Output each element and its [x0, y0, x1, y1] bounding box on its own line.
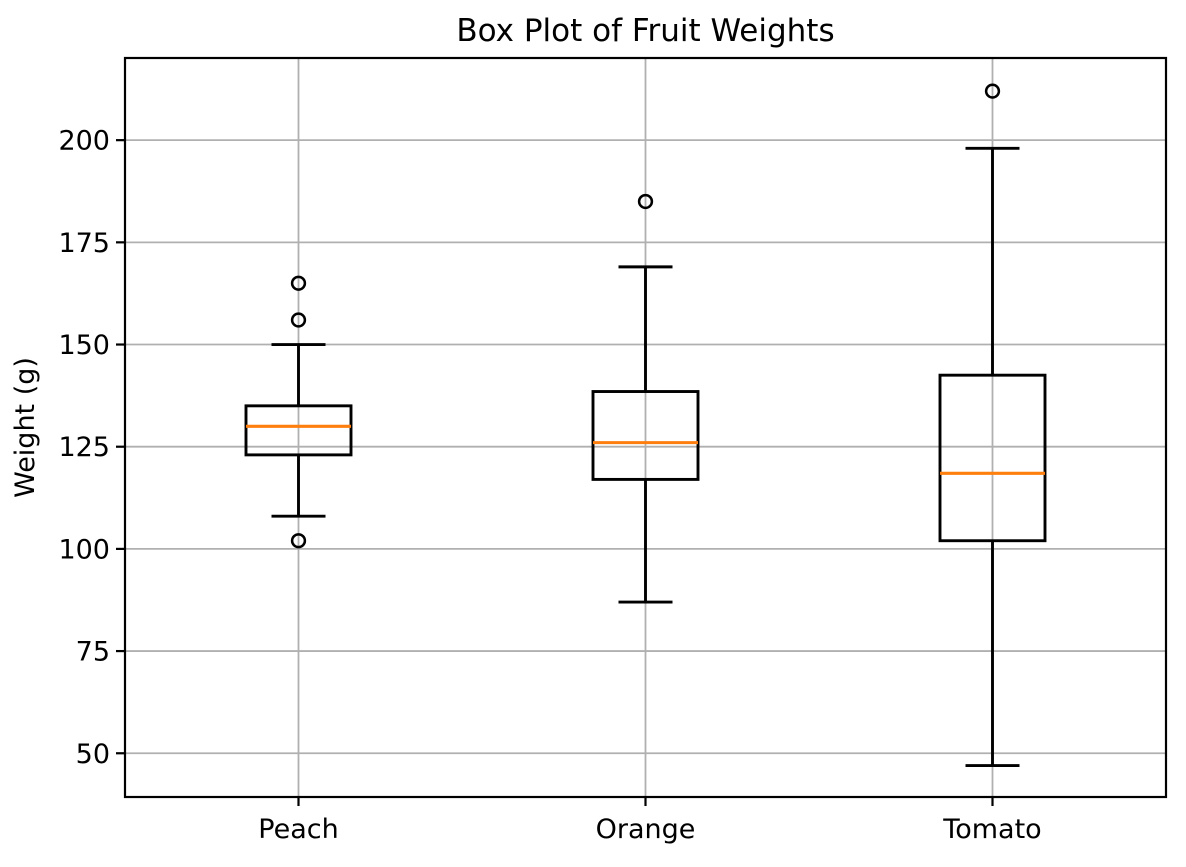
ytick-label-150: 150	[58, 330, 110, 361]
outlier-orange-185	[637, 193, 654, 210]
ytick-label-50: 50	[76, 739, 110, 770]
xtick-label-tomato: Tomato	[942, 814, 1041, 845]
outlier-peach-102	[290, 533, 307, 549]
box-orange	[591, 390, 700, 481]
ytick-label-125: 125	[58, 432, 110, 463]
ytick-label-75: 75	[76, 637, 110, 668]
ytick-label-175: 175	[58, 228, 110, 259]
box-peach	[244, 404, 353, 457]
xtick-label-orange: Orange	[596, 814, 696, 845]
y-axis-label: Weight (g)	[10, 357, 41, 498]
outlier-peach-156	[290, 312, 307, 328]
outlier-peach-165	[290, 275, 307, 291]
box-tomato	[938, 373, 1047, 543]
chart-title: Box Plot of Fruit Weights	[456, 13, 834, 49]
xtick-label-peach: Peach	[258, 814, 338, 845]
outlier-tomato-212	[984, 83, 1001, 99]
plot-area: 50 75 100 125 150 175 200 Peach Orange Tomato	[58, 56, 1168, 845]
ytick-label-100: 100	[58, 534, 110, 565]
ytick-label-200: 200	[58, 126, 110, 157]
